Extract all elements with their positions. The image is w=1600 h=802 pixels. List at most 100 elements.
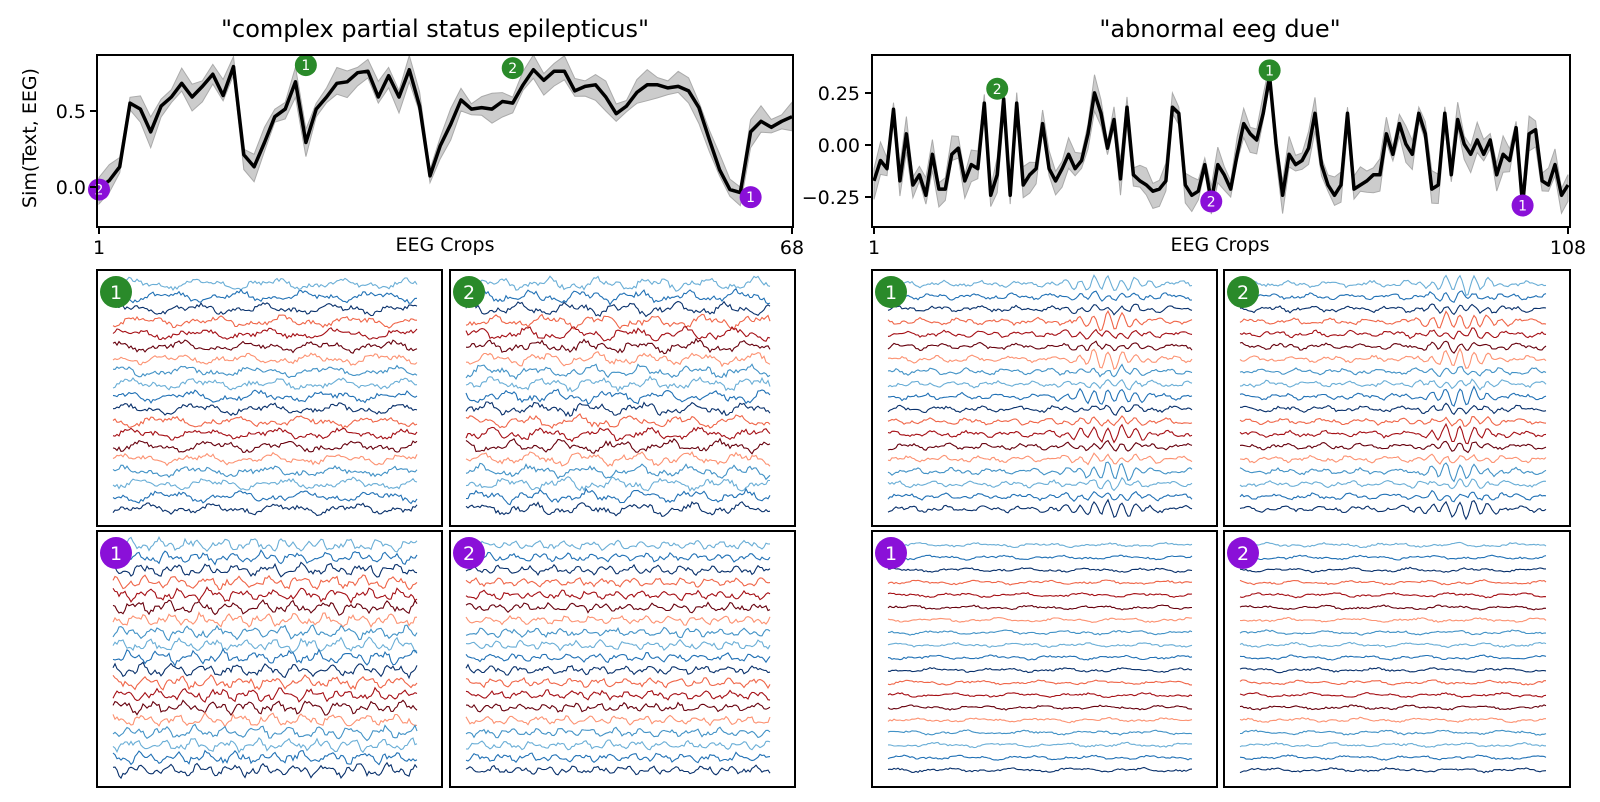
marker-circle xyxy=(739,186,762,209)
eeg-channel-trace xyxy=(1239,440,1547,454)
eeg-channel-trace xyxy=(112,415,418,430)
eeg-trace-group xyxy=(465,539,771,776)
eeg-channel-trace xyxy=(112,535,418,553)
eeg-channel-trace xyxy=(1239,310,1547,329)
eeg-channel-trace xyxy=(465,663,771,676)
right-x-tick-label-108: 108 xyxy=(1550,237,1586,259)
eeg-channel-trace xyxy=(1239,629,1547,636)
left-plot-area: 1 2 1 2 xyxy=(88,54,793,209)
eeg-channel-trace xyxy=(465,626,771,639)
eeg-channel-trace xyxy=(1239,654,1547,661)
left-x-tick-label-1: 1 xyxy=(93,237,105,259)
eeg-channel-trace xyxy=(1239,422,1547,445)
eeg-channel-trace xyxy=(112,339,418,354)
eeg-channel-trace xyxy=(887,423,1193,444)
eeg-channel-trace xyxy=(465,426,771,443)
eeg-channel-trace xyxy=(1239,704,1547,711)
eeg-channel-trace xyxy=(112,352,418,366)
eeg-channel-trace xyxy=(887,666,1193,674)
eeg-channel-trace xyxy=(112,574,418,591)
badge-circle xyxy=(100,276,132,308)
eeg-channel-trace xyxy=(1239,566,1546,574)
marker-circle xyxy=(1258,59,1281,82)
marker-label: 1 xyxy=(1518,199,1527,215)
eeg-channel-trace xyxy=(112,314,417,329)
eeg-channel-trace xyxy=(887,415,1193,427)
eeg-channel-trace xyxy=(112,636,418,653)
eeg-channel-trace xyxy=(1239,385,1547,407)
eeg-channel-trace xyxy=(1239,579,1547,586)
eeg-channel-trace xyxy=(887,439,1193,452)
eeg-channel-trace xyxy=(887,387,1193,405)
eeg-channel-trace xyxy=(1239,716,1546,723)
eeg-channel-trace xyxy=(1239,604,1547,611)
eeg-channel-trace xyxy=(465,764,771,776)
right-plot-frame xyxy=(871,54,1571,228)
eeg-channel-trace xyxy=(887,476,1193,492)
eeg-channel-trace xyxy=(465,326,771,342)
badge-label: 2 xyxy=(463,282,475,304)
eeg-channel-trace xyxy=(112,364,418,379)
marker-circle xyxy=(88,178,110,201)
left-x-tick-label-68: 68 xyxy=(780,237,804,259)
eeg-channel-trace xyxy=(465,275,771,293)
marker-circle xyxy=(1511,194,1534,217)
left-x-axis-label: EEG Crops xyxy=(395,234,494,256)
badge-circle xyxy=(1227,276,1259,308)
eeg-channel-trace xyxy=(887,754,1193,761)
eeg-channel-trace xyxy=(1239,500,1547,521)
eeg-channel-trace xyxy=(112,647,418,667)
eeg-channel-trace xyxy=(1239,554,1547,561)
eeg-channel-trace xyxy=(465,313,771,331)
left-y-tick-label-0.0: 0.0 xyxy=(56,177,86,199)
left-marker-green-2: 2 xyxy=(501,57,524,80)
eeg-channel-trace xyxy=(112,302,418,317)
marker-label: 2 xyxy=(95,183,104,199)
eeg-channel-trace xyxy=(1239,366,1547,378)
eeg-channel-trace xyxy=(112,661,418,680)
eeg-channel-trace xyxy=(465,726,771,739)
left-line-plot: "complex partial status epilepticus" Sim… xyxy=(19,15,804,259)
eeg-channel-trace xyxy=(112,599,418,616)
marker-label: 1 xyxy=(301,58,310,74)
right-marker-green-2: 2 xyxy=(986,77,1009,100)
eeg-channel-trace xyxy=(887,541,1193,549)
eeg-channel-trace xyxy=(112,624,418,642)
eeg-channel-trace xyxy=(1240,402,1547,416)
eeg-channel-trace xyxy=(465,437,771,455)
eeg-channel-trace xyxy=(465,500,771,518)
eeg-channel-trace xyxy=(887,340,1193,352)
badge-circle xyxy=(453,537,485,569)
left-confidence-band xyxy=(98,55,793,207)
eeg-channel-trace xyxy=(887,679,1192,686)
eeg-channel-trace xyxy=(1239,453,1547,465)
eeg-channel-trace xyxy=(112,561,418,578)
marker-label: 1 xyxy=(746,190,755,206)
eeg-channel-trace xyxy=(887,404,1193,416)
badge-label: 1 xyxy=(885,543,897,565)
eeg-channel-trace xyxy=(887,654,1193,661)
right-marker-purple-1: 1 xyxy=(1511,194,1534,217)
eeg-channel-trace xyxy=(465,363,771,381)
eeg-channel-trace xyxy=(465,300,771,318)
right-plot-title: "abnormal eeg due" xyxy=(1099,15,1340,43)
eeg-channel-trace xyxy=(887,303,1193,316)
left-marker-purple-2: 2 xyxy=(88,178,110,201)
right-y-tick-label--0.25: −0.25 xyxy=(802,187,860,209)
eeg-channel-trace xyxy=(465,638,771,652)
eeg-channel-trace xyxy=(465,614,771,626)
marker-circle xyxy=(501,57,524,80)
eeg-trace-group xyxy=(112,535,418,780)
right-line-plot: "abnormal eeg due" 212 1 0.25 0.00 −0.25 … xyxy=(802,15,1586,259)
eeg-channel-trace xyxy=(112,377,418,391)
eeg-channel-trace xyxy=(1239,489,1547,503)
marker-label: 2 xyxy=(993,82,1002,98)
eeg-trace-group xyxy=(1239,274,1547,521)
eeg-traces xyxy=(112,274,1547,780)
eeg-channel-trace xyxy=(112,749,418,766)
marker-circle xyxy=(986,77,1009,100)
left-plot-frame xyxy=(96,54,794,228)
right-series-group xyxy=(872,64,1570,216)
badge-circle xyxy=(875,276,907,308)
